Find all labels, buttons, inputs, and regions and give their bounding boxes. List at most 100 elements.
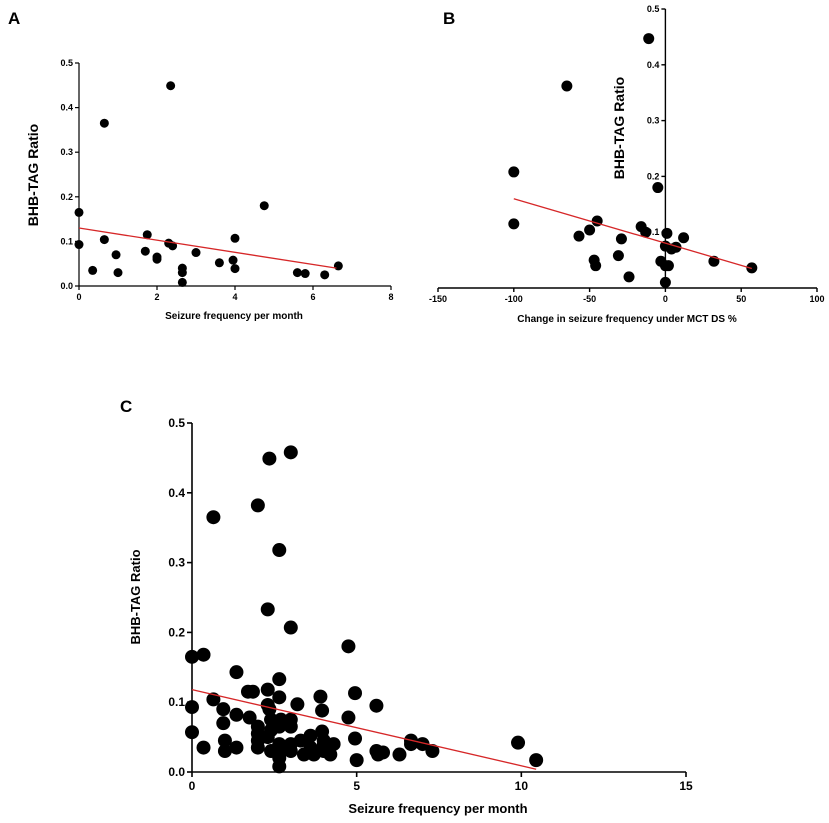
- panel-a-data-point: [142, 230, 152, 240]
- panel-b: -150 -100 -50 0 50 100 0.1 0.2 0.3 0.4 0.5: [429, 4, 825, 304]
- panel-a-data-point: [177, 268, 187, 278]
- panel-c-data-point: [511, 735, 526, 750]
- panel-a-x-tick-label: 6: [310, 292, 315, 302]
- panel-c-x-axis-label: Seizure frequency per month: [348, 801, 527, 816]
- panel-c-data-point: [425, 744, 440, 759]
- panel-c-data-point: [206, 510, 221, 525]
- panel-c-data-point: [313, 689, 328, 704]
- panel-a-x-tick-label: 0: [76, 292, 81, 302]
- panel-c-y-tick-label: 0.5: [168, 416, 185, 430]
- panel-a-data-point: [230, 264, 240, 274]
- panel-c-data-point: [229, 740, 244, 755]
- panel-a-x-tick-label: 2: [154, 292, 159, 302]
- panel-a-data-point: [191, 248, 201, 258]
- panel-b-y-tick-label: 0.4: [647, 60, 660, 70]
- panel-c-x-tick-label: 5: [353, 779, 360, 793]
- panel-b-data-point: [623, 271, 635, 283]
- panel-c-data-point: [250, 498, 265, 513]
- panel-c-data-point: [348, 686, 363, 701]
- panel-b-data-point: [584, 224, 596, 236]
- panel-b-x-tick-label: -100: [505, 294, 523, 304]
- panel-a-data-point: [320, 270, 330, 280]
- panel-a-data-point: [228, 255, 238, 265]
- panel-b-y-tick-label: 0.5: [647, 4, 660, 14]
- panel-b-data-point: [661, 227, 673, 239]
- panel-c-y-tick-label: 0.2: [168, 625, 185, 639]
- panel-a-data-point: [74, 240, 84, 250]
- panel-b-letter: B: [443, 9, 455, 28]
- panel-c-data-point: [341, 639, 356, 654]
- panel-c-data-point: [272, 719, 287, 734]
- panel-b-y-tick-label: 0.2: [647, 171, 660, 181]
- panel-c-data-point: [369, 698, 384, 713]
- panel-a-x-tick-label: 4: [232, 292, 237, 302]
- panel-a-data-point: [166, 81, 176, 91]
- panel-a-data-point: [88, 265, 98, 275]
- panel-c-data-point: [272, 690, 287, 705]
- panel-b-data-point: [508, 166, 520, 178]
- panel-c-data-point: [196, 740, 211, 755]
- panel-c-data-point: [229, 707, 244, 722]
- panel-c-data-point: [283, 620, 298, 635]
- panel-b-data-point: [561, 80, 573, 92]
- panel-a-regression-line: [78, 227, 337, 269]
- panel-c-data-point: [260, 682, 275, 697]
- panel-c-y-axis-label: BHB-TAG Ratio: [128, 549, 143, 644]
- panel-c-x-tick-label: 0: [189, 779, 196, 793]
- panel-c-data-point: [185, 700, 199, 715]
- panel-c-data-point: [217, 733, 232, 748]
- panel-b-y-tick-label: 0.3: [647, 116, 660, 126]
- panel-c-data-point: [272, 759, 287, 774]
- panel-c-data-point: [290, 697, 305, 712]
- panel-a-data-point: [214, 258, 224, 268]
- panel-c-data-point: [185, 725, 199, 740]
- panel-c-y-tick-label: 0.4: [168, 486, 185, 500]
- panel-b-x-tick-label: 100: [809, 294, 824, 304]
- panel-b-data-point: [659, 276, 671, 288]
- panel-c-data-point: [326, 737, 341, 752]
- panel-c-y-tick-label: 0.0: [168, 765, 185, 779]
- panel-c-data-point: [283, 744, 298, 759]
- panel-c-data-point: [260, 602, 275, 617]
- panel-a-x-tick-label: 8: [388, 292, 393, 302]
- panel-b-data-point: [615, 233, 627, 245]
- panel-a-data-point: [177, 277, 187, 287]
- panel-c-data-point: [415, 737, 430, 752]
- panel-b-regression-line: [513, 198, 752, 270]
- panel-a-data-point: [230, 233, 240, 243]
- panel-c-data-point: [262, 451, 277, 466]
- panel-a-data-point: [99, 235, 109, 245]
- panel-b-data-point: [573, 230, 585, 242]
- panel-c-data-point: [341, 710, 356, 725]
- panel-c-data-point: [272, 543, 287, 558]
- panel-c-x-tick-label: 15: [679, 779, 693, 793]
- panel-b-x-axis-label: Change in seizure frequency under MCT DS…: [517, 314, 737, 325]
- panel-c-data-point: [376, 745, 391, 760]
- panel-a-letter: A: [8, 9, 20, 28]
- panel-a-data-point: [99, 118, 109, 128]
- panel-c-data-point: [392, 747, 407, 762]
- panel-b-x-tick-label: -50: [583, 294, 596, 304]
- panel-a-y-tick-label: 0.4: [60, 103, 73, 113]
- panel-a-data-point: [259, 201, 269, 211]
- panel-a-data-point: [333, 261, 343, 271]
- panel-b-y-tick-label: 0.1: [647, 227, 660, 237]
- panel-b-data-point: [612, 250, 624, 262]
- panel-c-data-point: [283, 445, 298, 460]
- panel-c-data-point: [217, 744, 232, 759]
- panel-a-y-tick-label: 0.1: [60, 236, 73, 246]
- panel-c-data-point: [260, 730, 275, 745]
- panel-a-y-tick-label: 0.2: [60, 192, 73, 202]
- panel-a: 0 2 4 6 8 0.0 0.1 0.2 0.3 0.4 0.5: [60, 58, 393, 302]
- panel-c-data-point: [348, 731, 363, 746]
- panel-b-data-point: [640, 226, 652, 238]
- panel-c-data-point: [242, 710, 257, 725]
- panel-a-y-tick-label: 0.5: [60, 58, 73, 68]
- panel-c-data-point: [216, 702, 231, 717]
- panel-b-data-point: [508, 218, 520, 230]
- panel-a-data-point: [140, 246, 150, 256]
- panel-a-x-axis-label: Seizure frequency per month: [165, 311, 303, 322]
- panel-b-data-point: [652, 182, 664, 194]
- panel-a-data-point: [111, 250, 121, 260]
